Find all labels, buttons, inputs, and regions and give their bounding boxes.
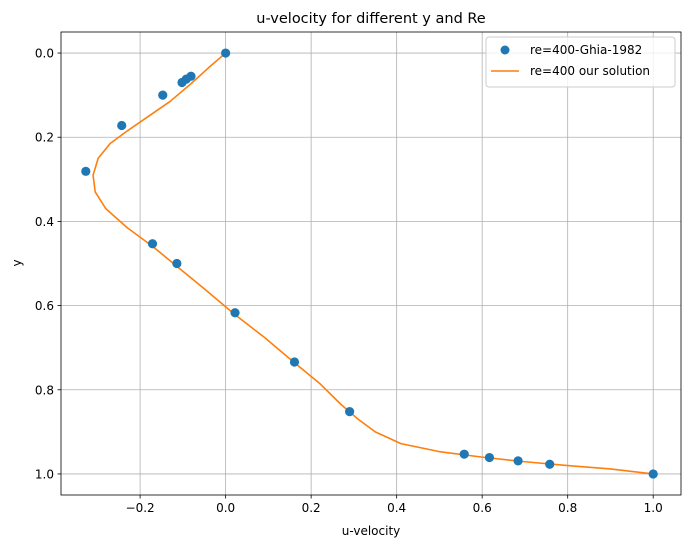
data-point-ghia — [484, 452, 495, 463]
legend-label-our-solution: re=400 our solution — [530, 64, 650, 78]
y-tick-label: 0.4 — [35, 215, 54, 229]
y-tick-label: 0.6 — [35, 299, 54, 313]
legend-marker-ghia — [500, 45, 510, 55]
data-point-ghia — [545, 459, 555, 469]
plot-frame — [60, 31, 682, 496]
y-tick-label: 0.0 — [35, 47, 54, 61]
data-point-ghia — [345, 407, 355, 417]
series-line-our-solution — [92, 52, 654, 475]
y-axis-label: y — [10, 259, 24, 266]
data-point-ghia — [117, 120, 127, 131]
x-tick-label: 0.6 — [473, 501, 492, 515]
x-tick-label: 0.2 — [302, 501, 321, 515]
legend: re=400-Ghia-1982 re=400 our solution — [485, 36, 676, 88]
legend-box — [485, 36, 676, 88]
x-tick-label: 0.4 — [387, 501, 406, 515]
data-point-ghia — [177, 77, 187, 88]
data-point-ghia — [230, 308, 240, 318]
data-point-ghia — [81, 166, 91, 176]
chart-title: u-velocity for different y and Re — [256, 11, 486, 27]
data-point-ghia — [147, 239, 158, 249]
y-axis-ticks: 0.0 0.2 0.4 0.6 0.8 1.0 — [35, 47, 61, 481]
x-tick-label: −0.2 — [126, 501, 155, 515]
y-tick-label: 0.8 — [35, 383, 54, 397]
data-point-ghia — [459, 449, 469, 459]
grid — [61, 32, 681, 495]
data-point-ghia — [513, 456, 523, 466]
x-axis-ticks: −0.2 0.0 0.2 0.4 0.6 0.8 1.0 — [126, 495, 663, 515]
y-tick-label: 0.2 — [35, 131, 54, 145]
x-tick-label: 0.8 — [558, 501, 577, 515]
data-point-ghia — [172, 258, 182, 269]
legend-label-ghia: re=400-Ghia-1982 — [530, 43, 642, 57]
data-point-ghia — [221, 48, 231, 58]
x-tick-label: 1.0 — [644, 501, 663, 515]
data-point-ghia — [648, 469, 658, 479]
data-point-ghia — [158, 90, 168, 100]
x-tick-label: 0.0 — [216, 501, 235, 515]
data-point-ghia — [289, 357, 300, 367]
y-tick-label: 1.0 — [35, 467, 54, 481]
scatter-series-layer — [81, 48, 658, 479]
line-series-layer — [92, 52, 654, 475]
x-axis-label: u-velocity — [342, 524, 401, 538]
